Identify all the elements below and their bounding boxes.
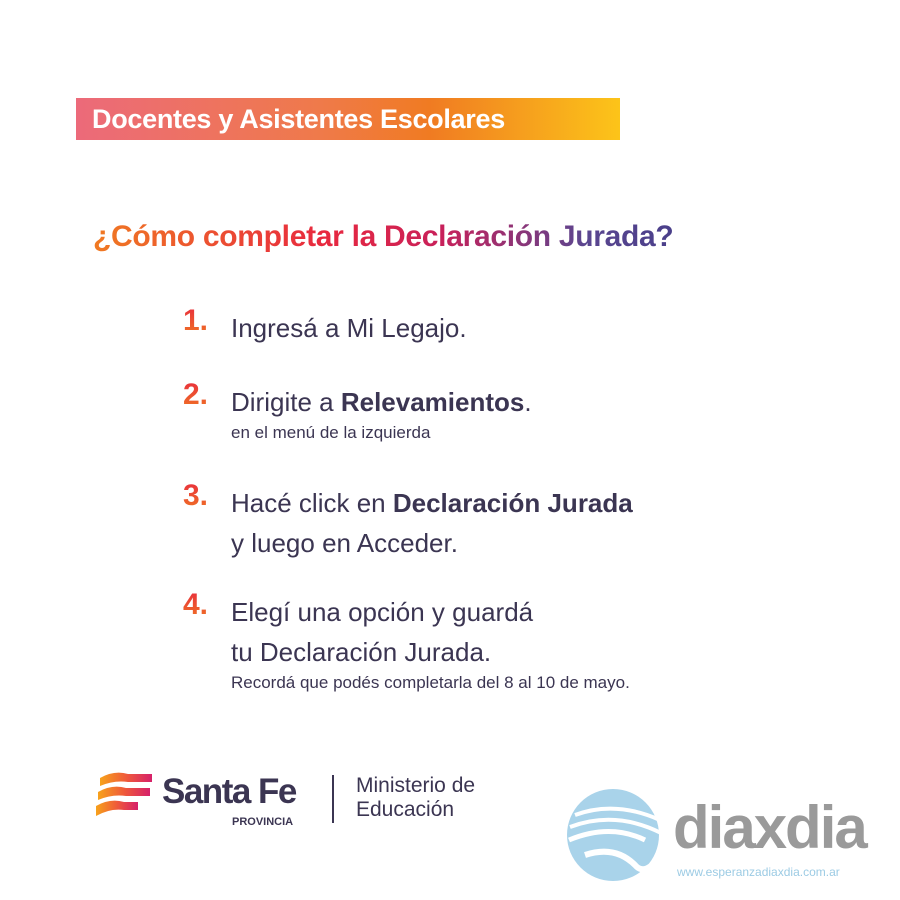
santa-fe-logo: Santa Fe PROVINCIA Ministerio de Educació… — [94, 770, 475, 828]
diaxdia-logo: diaxdia www.esperanzadiaxdia.com.ar — [565, 785, 868, 890]
step-bold-text: Relevamientos — [340, 387, 525, 417]
ministerio-line1: Ministerio de — [356, 774, 476, 797]
step-text-end: . — [524, 387, 532, 417]
step-text: Ingresá a Mi Legajo. — [231, 313, 467, 343]
diaxdia-globe-icon — [567, 789, 664, 881]
banner-text: Docentes y Asistentes Escolares — [92, 104, 505, 134]
step-bold-text: Declaración Jurada — [392, 488, 633, 518]
ministerio-line2: Educación — [356, 798, 455, 821]
step-number: 3. — [183, 479, 209, 512]
divider — [332, 775, 334, 823]
audience-banner: Docentes y Asistentes Escolares — [76, 98, 620, 140]
ministerio-label: Ministerio de Educación — [356, 774, 475, 822]
page-title: ¿Cómo completar la Declaración Jurada? — [93, 220, 674, 253]
step-number: 4. — [183, 588, 209, 621]
santa-fe-name: Santa Fe — [162, 772, 297, 811]
santa-fe-flag-icon — [96, 772, 152, 816]
step-text-line2: tu Declaración Jurada. — [231, 637, 492, 667]
step-text: Dirigite a — [231, 387, 341, 417]
step-text: Hacé click en — [231, 488, 393, 518]
step-number: 1. — [183, 304, 209, 337]
provincia-label: PROVINCIA — [232, 816, 294, 828]
diaxdia-name: diaxdia — [673, 794, 868, 861]
step-subtext: Recordá que podés completarla del 8 al 1… — [231, 673, 630, 692]
step-number: 2. — [183, 378, 209, 411]
step-subtext: en el menú de la izquierda — [231, 423, 431, 442]
step-text: Elegí una opción y guardá — [231, 597, 534, 627]
diaxdia-url: www.esperanzadiaxdia.com.ar — [677, 865, 840, 879]
step-text-line2: y luego en Acceder. — [231, 528, 458, 558]
